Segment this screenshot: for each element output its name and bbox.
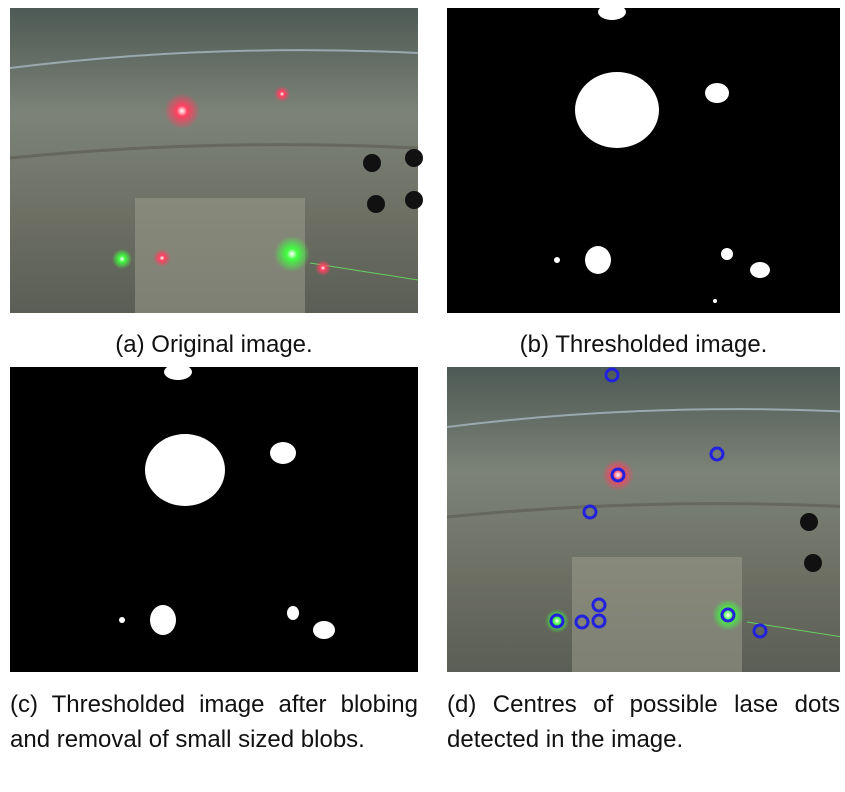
caption: (b) Thresholded image.	[447, 327, 840, 362]
figure-images	[0, 0, 845, 792]
caption: (c) Thresholded image after blobing and …	[10, 687, 418, 757]
image-d	[447, 367, 845, 672]
image-b	[447, 4, 840, 313]
figure-page: (a) Original image. (b) Thresholded imag…	[0, 0, 845, 792]
image-a	[10, 8, 423, 313]
caption: (a) Original image.	[10, 327, 418, 362]
caption: (d) Centres of possible lase dots detect…	[447, 687, 840, 757]
image-c	[10, 364, 418, 672]
